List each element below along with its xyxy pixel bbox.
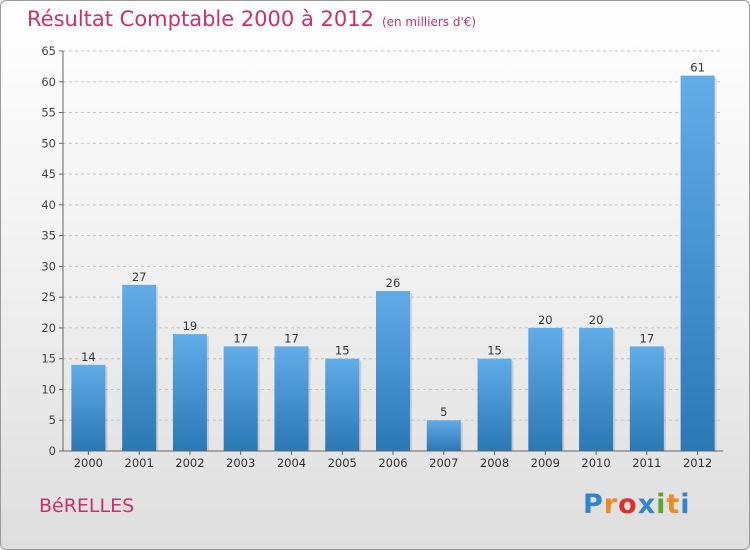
axes: 0 5 10 15 20 25 30 35 40 45 50 55 60 65 2000 2001 2002 20… [41,44,723,470]
y-tick-label: 40 [41,198,56,212]
bar-value-label: 27 [132,270,147,284]
bar-value-label: 5 [440,405,447,419]
logo-letter: i [680,489,691,520]
bar-value-label: 17 [284,331,299,345]
y-tick-label: 5 [49,413,56,427]
bar [376,291,410,451]
y-tick-label: 35 [41,229,56,243]
y-tick-label: 45 [41,167,56,181]
logo-letter: r [603,489,619,520]
bar [71,364,106,451]
logo-letter: i [656,489,667,520]
bar [579,327,614,451]
bar [426,420,461,451]
x-tick-label: 2011 [632,456,661,470]
bar [629,346,664,451]
bars: 14 27 19 17 17 15 26 5 15 20 20 17 61 [71,61,717,451]
bar-value-label: 17 [233,331,248,345]
bar [274,346,309,451]
bar [680,75,715,451]
x-tick-label: 2012 [683,456,712,470]
y-tick-label: 25 [41,290,56,304]
commune-name: BéRELLES [39,495,135,517]
bar [122,284,157,451]
y-tick-label: 20 [41,321,56,335]
x-tick-label: 2003 [226,456,255,470]
bar-value-label: 20 [538,313,553,327]
logo-letter: x [637,489,657,520]
chart-title: Résultat Comptable 2000 à 2012 (en millie… [27,7,476,31]
x-tick-label: 2006 [378,456,407,470]
bar-value-label: 15 [335,344,350,358]
x-tick-label: 2007 [429,456,458,470]
y-tick-label: 50 [41,136,56,150]
bar [528,327,563,451]
x-tick-label: 2002 [175,456,204,470]
bar [477,358,512,451]
chart-subtitle: (en milliers d'€) [381,15,477,29]
bar [223,346,258,451]
x-tick-label: 2004 [277,456,306,470]
proxiti-logo: Proxiti [583,489,691,520]
x-tick-label: 2009 [531,456,560,470]
x-tick-label: 2010 [581,456,610,470]
y-tick-label: 15 [41,352,56,366]
x-tick-label: 2000 [74,456,103,470]
bar-value-label: 20 [589,313,604,327]
bar-value-label: 14 [81,350,96,364]
logo-letter: P [583,489,604,520]
y-tick-label: 65 [41,44,56,58]
x-tick-label: 2008 [480,456,509,470]
x-tick-label: 2001 [125,456,154,470]
bar-value-label: 19 [183,319,198,333]
bar-value-label: 15 [487,344,502,358]
bar-value-label: 17 [640,331,655,345]
bar-value-label: 26 [386,276,401,290]
bar [172,334,207,451]
logo-letter: t [666,489,681,520]
bar [325,358,360,451]
logo-letter: o [618,489,638,520]
y-tick-label: 55 [41,106,56,120]
y-tick-label: 0 [49,444,56,458]
y-tick-label: 60 [41,75,56,89]
chart-title-text: Résultat Comptable 2000 à 2012 [27,7,374,31]
y-tick-label: 10 [41,382,56,396]
y-tick-label: 30 [41,259,56,273]
x-tick-label: 2005 [328,456,357,470]
bar-value-label: 61 [690,61,705,75]
